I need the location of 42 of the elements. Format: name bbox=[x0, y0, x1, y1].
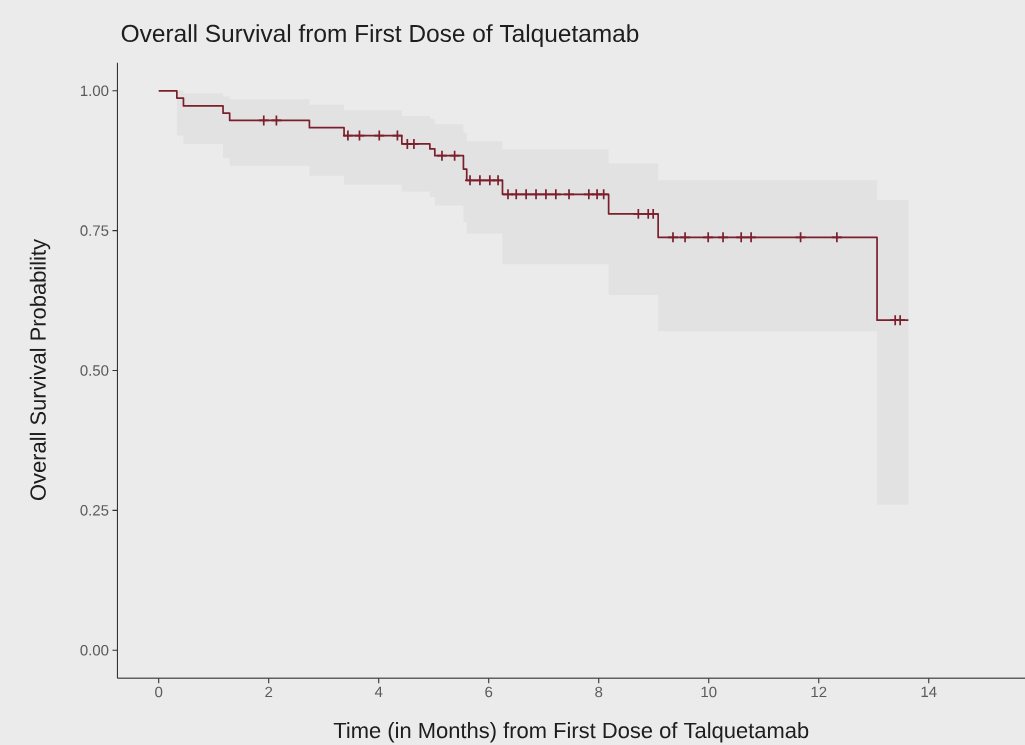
y-axis-title: Overall Survival Probability bbox=[29, 239, 51, 501]
x-tick-label: 4 bbox=[374, 686, 383, 697]
y-tick-label: 0.50 bbox=[80, 365, 109, 376]
x-tick-label: 8 bbox=[595, 686, 603, 698]
point bbox=[493, 175, 504, 186]
chart-title: Overall Survival from First Dose of Talquetamab bbox=[121, 24, 639, 47]
point bbox=[436, 150, 447, 161]
y-tick-label: 0.00 bbox=[80, 644, 109, 656]
point bbox=[668, 232, 678, 243]
y-tick-label: 0.75 bbox=[80, 225, 109, 236]
point bbox=[648, 208, 659, 219]
point bbox=[511, 189, 522, 200]
point bbox=[680, 232, 691, 243]
point bbox=[550, 189, 561, 200]
point bbox=[465, 175, 476, 186]
x-tick-label: 2 bbox=[265, 686, 273, 698]
point bbox=[598, 189, 609, 200]
point bbox=[540, 189, 551, 200]
point bbox=[474, 175, 485, 186]
y-tick-label: 1.00 bbox=[80, 85, 109, 97]
point bbox=[633, 208, 644, 219]
y-tick-label: 0.25 bbox=[80, 505, 109, 516]
x-tick-label: 12 bbox=[811, 686, 827, 698]
point bbox=[718, 232, 729, 243]
point bbox=[521, 189, 532, 200]
point bbox=[258, 115, 269, 126]
point bbox=[746, 232, 757, 243]
point bbox=[449, 150, 460, 161]
point bbox=[408, 138, 419, 149]
x-axis-title: Time (in Months) from First Dose of Talquetamab bbox=[333, 722, 809, 743]
x-tick-label: 14 bbox=[921, 686, 937, 697]
point bbox=[342, 130, 353, 141]
x-tick-label: 6 bbox=[485, 686, 493, 698]
point bbox=[703, 232, 714, 243]
point bbox=[831, 232, 842, 243]
point bbox=[531, 189, 542, 200]
point bbox=[895, 315, 906, 326]
point bbox=[564, 189, 575, 200]
point bbox=[374, 130, 385, 141]
x-tick-label: 10 bbox=[701, 686, 717, 698]
point bbox=[736, 232, 747, 243]
x-tick-label: 0 bbox=[155, 686, 163, 698]
